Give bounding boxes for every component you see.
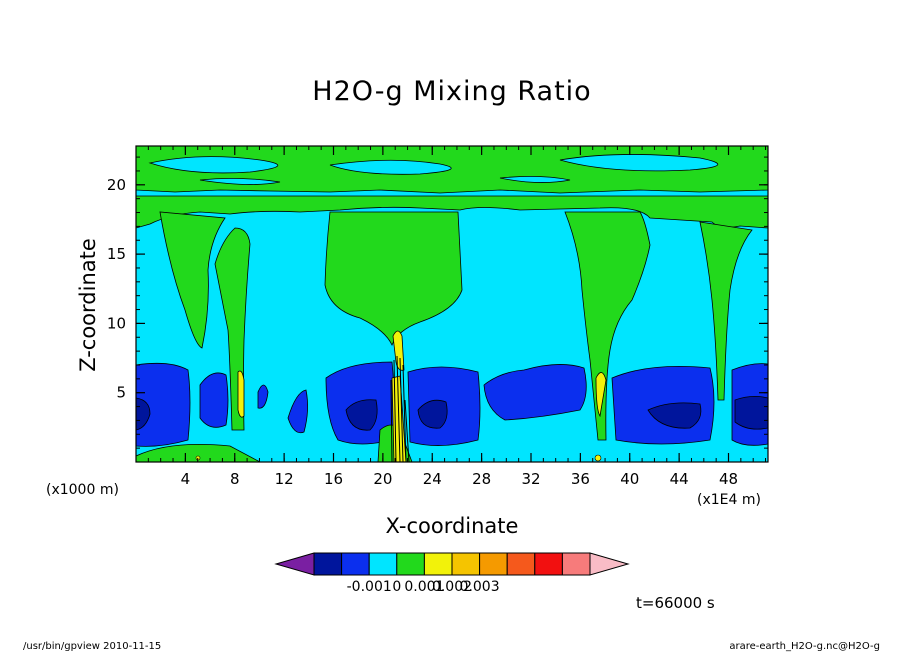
colorbar-segment [506,552,536,576]
dark-core-5 [734,396,768,430]
green-plume-3 [564,211,651,441]
x-tick-label: 32 [521,470,540,488]
x-tick-label: 36 [571,470,590,488]
colorbar-segment [451,552,481,576]
colorbar-tick-label: 0.003 [460,579,500,595]
green-plume-1 [159,211,226,349]
x-axis-unit-right: (x1E4 m) [697,492,761,508]
x-tick-label: 12 [275,470,294,488]
colorbar-tick-label: 0.002 [432,579,472,595]
dark-core-1 [136,397,151,431]
y-axis-ticks: 5 10 15 20 [107,156,768,449]
colorbar-segment [368,552,398,576]
footer-file-label: arare-earth_H2O-g.nc@H2O-g [729,641,880,652]
colorbar-tick-label: 0 [392,579,401,595]
x-tick-label: 28 [472,470,491,488]
dark-core-3 [417,399,448,429]
x-tick-label: 24 [423,470,442,488]
y-tick-label: 5 [116,384,126,402]
dense-contours [390,355,410,462]
x-axis-ticks: 4 8 12 16 20 24 28 32 36 40 44 48 [147,146,767,488]
blue-cell-1 [136,362,191,447]
green-surface-left [136,443,261,462]
y-tick-label: 20 [107,176,126,194]
green-plume-central [324,211,463,347]
x-tick-label: 8 [230,470,240,488]
colorbar-segment [561,552,591,576]
contour-field [136,146,768,462]
blue-cell-2 [199,372,229,428]
colorbar-segment [423,552,453,576]
x-axis-unit-left: (x1000 m) [46,482,119,498]
yellow-streak-2 [595,372,607,418]
green-mid-band [136,195,768,229]
x-tick-label: 20 [373,470,392,488]
colorbar-tick-label: -0.001 [347,579,392,595]
y-tick-label: 10 [107,314,126,332]
blue-cell-7 [483,364,587,421]
x-axis-label: X-coordinate [385,514,519,538]
blue-cell-3 [257,384,269,409]
footer-program-label: /usr/bin/gpview 2010-11-15 [23,641,162,652]
colorbar-segment [479,552,508,576]
colorbar-segment [313,552,343,576]
blue-cell-4 [287,389,308,434]
dark-core-2 [345,399,378,431]
time-label: t=66000 s [636,594,715,612]
chart-title: H2O-g Mixing Ratio [312,76,592,107]
y-tick-label: 15 [107,245,126,263]
yellow-streak-1 [237,370,245,418]
colorbar-segment [396,552,425,576]
x-tick-label: 16 [324,470,343,488]
plot-frame [135,145,769,463]
colorbar-under-triangle [274,552,315,576]
green-plume-4 [699,221,753,401]
colorbar-segment [534,552,563,576]
x-tick-label: 4 [181,470,191,488]
colorbar-segment [341,552,370,576]
x-tick-label: 48 [719,470,738,488]
x-tick-label: 44 [670,470,689,488]
dark-core-4 [647,402,702,429]
colorbar-tick-label: 0.001 [404,579,444,595]
x-tick-label: 40 [620,470,639,488]
colorbar-over-triangle [589,552,630,576]
